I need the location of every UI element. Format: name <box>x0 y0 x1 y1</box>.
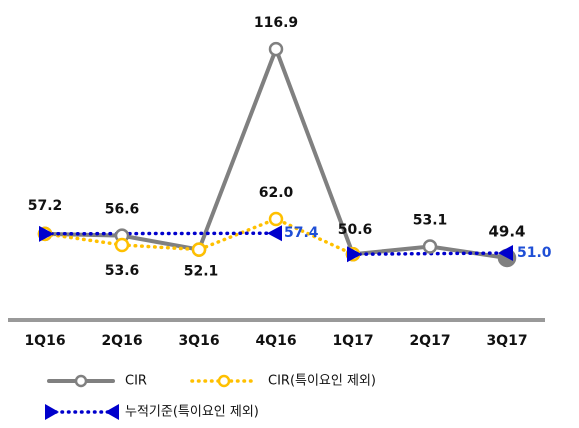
point <box>347 246 362 263</box>
series-line <box>43 231 278 236</box>
data-label: 62.0 <box>259 185 294 201</box>
legend-label: CIR <box>125 374 147 389</box>
x-tick-label: 4Q16 <box>255 333 296 349</box>
point <box>191 242 207 257</box>
point <box>268 41 284 57</box>
point <box>422 239 438 254</box>
legend-label: CIR(특이요인 제외) <box>268 374 376 389</box>
data-label: 53.6 <box>105 263 140 279</box>
legend-label: 누적기준(특이요인 제외) <box>125 405 259 420</box>
data-label: 57.4 <box>284 225 319 241</box>
point <box>267 225 282 242</box>
data-label: 56.6 <box>105 202 140 218</box>
legend-marker <box>105 404 119 420</box>
legend-marker <box>45 404 59 420</box>
point <box>114 237 130 253</box>
x-tick-label: 2Q16 <box>101 333 142 349</box>
x-tick-label: 3Q17 <box>486 333 527 349</box>
x-tick-label: 1Q16 <box>24 333 65 349</box>
point <box>268 211 284 227</box>
data-label: 57.2 <box>28 198 63 214</box>
x-tick-label: 3Q16 <box>178 333 219 349</box>
x-tick-label: 1Q17 <box>332 333 373 349</box>
data-label: 50.6 <box>338 222 373 238</box>
legend-marker <box>217 374 231 388</box>
data-label: 116.9 <box>254 15 298 31</box>
point <box>39 225 54 242</box>
x-tick-label: 2Q17 <box>409 333 450 349</box>
legend-marker <box>74 374 88 388</box>
data-label: 53.1 <box>413 213 448 229</box>
point <box>498 245 513 262</box>
data-label: 49.4 <box>488 222 525 240</box>
data-label: 51.0 <box>517 245 552 261</box>
data-label: 52.1 <box>184 264 219 280</box>
